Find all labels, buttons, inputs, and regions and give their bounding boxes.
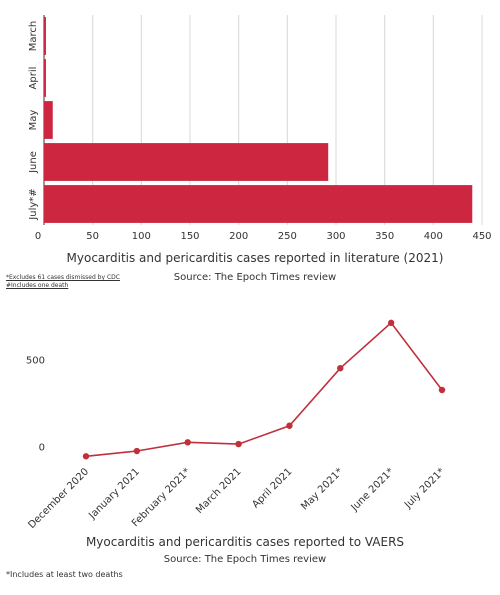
line-y-tick-label: 500 [26,355,45,366]
bar [44,143,329,181]
bar-x-tick-label: 50 [86,231,99,242]
bar [44,101,53,139]
line-x-tick-label: April 2021 [250,466,294,510]
bar-x-tick-label: 150 [180,231,199,242]
line-x-tick-label: May 2021* [299,466,345,512]
line-x-tick-label: July 2021* [402,466,447,511]
line-point [337,364,344,372]
bar-x-tick-label: 300 [326,231,345,242]
bar-chart: March April May June July*# 0 50 100 150 200 250 3… [28,15,492,283]
bar-category-label: March [28,21,39,51]
line-note-deaths: *Includes at least two deaths [6,570,123,579]
line-x-tick-label: June 2021* [349,466,397,514]
bar-x-tick-label: 200 [229,231,248,242]
line-point [438,386,446,394]
line-chart-source: Source: The Epoch Times review [164,554,326,565]
bar-x-tick-labels: 0 50 100 150 200 250 300 350 400 450 [35,231,492,242]
line-chart-title: Myocarditis and pericarditis cases repor… [86,535,404,549]
line-point [82,453,90,460]
bar-note-death: #Includes one death [6,282,69,289]
line-x-tick-label: February 2021* [130,466,193,529]
bar-category-label: June [28,151,39,174]
bar-category-label: May [28,110,39,131]
line-x-tick-label: December 2020 [26,466,91,531]
line-points [82,319,446,460]
bar [44,185,473,223]
bar-x-tick-label: 350 [375,231,394,242]
bar-x-tick-label: 0 [35,231,41,242]
line-y-tick-labels: 0 500 [26,355,45,453]
bar-category-label: April [28,67,39,90]
bar [44,59,46,97]
line-point [286,422,293,429]
bar-x-tick-label: 250 [278,231,297,242]
line-x-tick-label: March 2021 [194,466,244,516]
bar-x-tick-label: 450 [472,231,491,242]
bar-chart-title: Myocarditis and pericarditis cases repor… [67,251,444,265]
line-point [387,319,395,327]
line-point [235,440,242,448]
bar-category-label: July*# [28,188,39,220]
line-y-tick-label: 0 [39,443,45,454]
bar-x-tick-label: 400 [424,231,443,242]
bar-chart-source: Source: The Epoch Times review [174,272,336,283]
line-point [133,447,141,455]
bar [44,17,46,55]
bar-note-excludes: *Excludes 61 cases dismissed by CDC [6,274,120,281]
line-point [184,439,191,446]
bar-x-tick-label: 100 [132,231,151,242]
line-x-tick-label: January 2021 [86,466,142,522]
bar-series [44,17,473,223]
bar-grid [43,15,483,225]
bar-category-labels: March April May June July*# [28,21,39,221]
line-series [85,321,443,458]
